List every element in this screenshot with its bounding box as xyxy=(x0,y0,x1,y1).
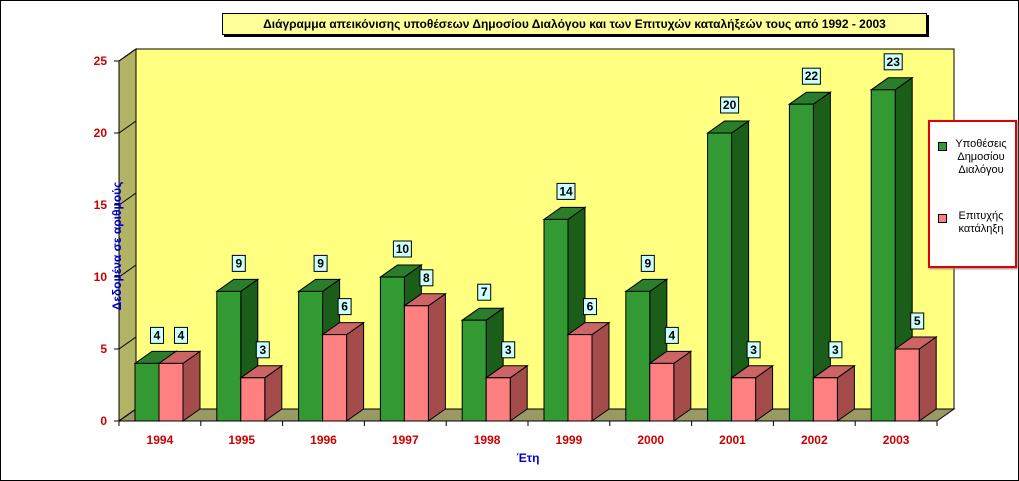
data-label-series2-2002: 3 xyxy=(828,341,843,359)
bar-series1-2002 xyxy=(787,91,832,422)
chart-title: Διάγραμμα απεικόνισης υποθέσεων Δημοσίου… xyxy=(222,13,927,35)
svg-text:9: 9 xyxy=(644,256,651,270)
svg-text:3: 3 xyxy=(259,343,266,357)
x-tick-label-2000: 2000 xyxy=(637,433,664,447)
data-label-series2-2000: 4 xyxy=(664,326,679,344)
data-label-series1-2003: 23 xyxy=(883,53,903,71)
x-tick-label-2003: 2003 xyxy=(883,433,910,447)
svg-text:8: 8 xyxy=(423,271,430,285)
bar-series2-2000 xyxy=(648,350,693,422)
svg-text:9: 9 xyxy=(317,256,324,270)
bar-series2-1995 xyxy=(239,364,284,422)
y-tick-depth-line xyxy=(118,336,137,350)
bar-series2-1997 xyxy=(402,292,447,422)
x-tick-label-1996: 1996 xyxy=(310,433,337,447)
svg-text:3: 3 xyxy=(832,343,839,357)
svg-text:10: 10 xyxy=(396,242,410,256)
data-labels: 4 4 9 3 9 6 10 8 7 3 14 6 9 4 20 3 22 3 23 5 xyxy=(150,53,925,359)
bar-series2-2003 xyxy=(893,336,938,422)
bar-series1-2003 xyxy=(869,76,914,422)
data-label-series2-1995: 3 xyxy=(255,341,270,359)
y-tick-label: 5 xyxy=(100,342,107,356)
svg-text:22: 22 xyxy=(805,69,819,83)
y-axis-title: Δεδομένα σε αριθμούς xyxy=(110,182,124,311)
bar-series2-1996 xyxy=(321,321,366,422)
svg-text:4: 4 xyxy=(178,328,185,342)
data-label-series1-2000: 9 xyxy=(640,254,655,272)
x-axis-ticks: 1994 1995 1996 1997 1998 1999 2000 2001 2002 2003 xyxy=(118,421,938,447)
bar-series2-1998 xyxy=(484,364,529,422)
bar-series1-2001 xyxy=(706,120,751,422)
data-label-series2-2003: 5 xyxy=(910,312,925,330)
svg-text:3: 3 xyxy=(750,343,757,357)
x-tick-label-1994: 1994 xyxy=(147,433,174,447)
legend-swatch-series1 xyxy=(938,142,947,151)
x-tick-label-1999: 1999 xyxy=(556,433,583,447)
x-tick-label-2002: 2002 xyxy=(801,433,828,447)
y-tick-label: 0 xyxy=(100,414,107,428)
data-label-series2-1997: 8 xyxy=(419,269,434,287)
x-tick-label-2001: 2001 xyxy=(719,433,746,447)
data-label-series1-2001: 20 xyxy=(720,96,740,114)
legend: Υποθέσεις Δημοσίου Διαλόγου Επιτυχής κατ… xyxy=(928,120,1017,268)
x-tick-label-1998: 1998 xyxy=(474,433,501,447)
y-tick-depth-line xyxy=(118,48,137,62)
bar-series2-1994 xyxy=(157,350,202,422)
x-axis-title: Έτη xyxy=(517,451,540,465)
data-label-series1-1999: 14 xyxy=(556,182,576,200)
data-label-series1-2002: 22 xyxy=(801,67,821,85)
svg-text:6: 6 xyxy=(341,300,348,314)
data-label-series2-1999: 6 xyxy=(583,298,597,316)
svg-text:20: 20 xyxy=(723,98,737,112)
svg-text:9: 9 xyxy=(235,256,242,270)
x-tick-label-1997: 1997 xyxy=(392,433,419,447)
svg-text:5: 5 xyxy=(914,314,921,328)
y-tick-label: 25 xyxy=(94,54,108,68)
y-tick-label: 15 xyxy=(94,198,108,212)
svg-text:14: 14 xyxy=(559,184,573,198)
data-label-series2-2001: 3 xyxy=(746,341,761,359)
svg-text:3: 3 xyxy=(505,343,512,357)
data-label-series1-1995: 9 xyxy=(231,254,246,272)
svg-text:7: 7 xyxy=(481,285,488,299)
y-tick-depth-line xyxy=(118,264,137,278)
svg-text:4: 4 xyxy=(668,328,675,342)
y-tick-label: 20 xyxy=(94,126,108,140)
legend-swatch-series2 xyxy=(938,214,947,223)
svg-text:23: 23 xyxy=(887,55,901,69)
x-tick-label-1995: 1995 xyxy=(228,433,255,447)
bar-series2-1999 xyxy=(566,321,611,422)
bars xyxy=(133,76,938,422)
data-label-series1-1997: 10 xyxy=(392,240,412,258)
legend-label-series2: Επιτυχής κατάληξη xyxy=(958,210,1004,235)
data-label-series1-1996: 9 xyxy=(313,254,328,272)
y-axis-ticks: 0 5 10 15 20 25 xyxy=(94,48,137,428)
data-label-series1-1994: 4 xyxy=(150,326,164,344)
svg-text:6: 6 xyxy=(587,300,594,314)
data-label-series2-1998: 3 xyxy=(501,341,516,359)
bar-series2-2002 xyxy=(811,364,856,422)
bar-series2-2001 xyxy=(730,364,775,422)
y-tick-depth-line xyxy=(118,120,137,134)
y-tick-depth-line xyxy=(118,192,137,206)
data-label-series2-1994: 4 xyxy=(174,326,188,344)
data-label-series1-1998: 7 xyxy=(477,283,492,301)
legend-label-series1: Υποθέσεις Δημοσίου Διαλόγου xyxy=(955,138,1007,176)
y-tick-label: 10 xyxy=(94,270,108,284)
data-label-series2-1996: 6 xyxy=(337,298,352,316)
y-tick-depth-line xyxy=(118,408,137,422)
svg-text:4: 4 xyxy=(154,328,161,342)
